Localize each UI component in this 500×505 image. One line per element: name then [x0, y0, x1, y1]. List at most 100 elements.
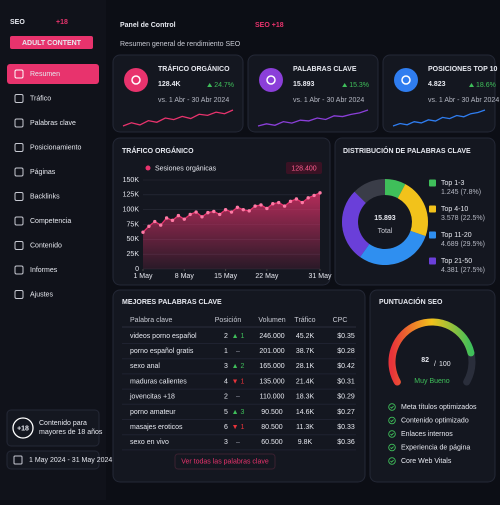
- point: [188, 212, 192, 217]
- table-panel: [112, 289, 366, 483]
- sparkline: [122, 109, 234, 127]
- nav-icon: [14, 265, 24, 275]
- traffic: 14.6K: [296, 409, 315, 416]
- kpi-icon: [124, 68, 148, 92]
- point: [277, 200, 281, 205]
- position: 5: [224, 409, 228, 416]
- cpc: $0.27: [337, 409, 355, 416]
- nav-active[interactable]: [7, 64, 99, 84]
- point: [164, 216, 169, 220]
- last-value-box: [286, 162, 322, 174]
- keyword: videos porno español: [130, 333, 197, 340]
- y-tick-label: 100K: [123, 207, 140, 214]
- point: [294, 197, 299, 201]
- traffic: 18.3K: [296, 394, 315, 401]
- kpi-up-arrow: [342, 83, 348, 87]
- legend-value: 4.381 (27.5%): [441, 267, 485, 274]
- sparkline: [257, 109, 369, 127]
- x-tick-label: 15 May: [214, 273, 237, 280]
- area: [143, 192, 320, 269]
- legend-label: Top 4-10: [441, 206, 468, 213]
- volume: 135.000: [259, 378, 284, 385]
- keyword: porno amateur: [130, 409, 176, 416]
- donut-segment: [397, 184, 429, 237]
- legend-swatch: [429, 231, 436, 239]
- position-change: –: [236, 439, 240, 446]
- cpc: $0.35: [337, 333, 355, 340]
- point: [206, 210, 210, 215]
- point: [229, 210, 234, 214]
- check-item: Contenido optimizado: [401, 417, 469, 424]
- nav-item: Ajustes: [30, 291, 53, 298]
- cpc: $0.29: [337, 394, 355, 401]
- position-change: –: [236, 348, 240, 355]
- traffic: 45.2K: [296, 333, 315, 340]
- kpi-period: vs. 1 Abr - 30 Abr 2024: [158, 97, 229, 104]
- table-header: Tráfico: [294, 317, 315, 324]
- chart-title: TRÁFICO ORGÁNICO: [122, 146, 194, 155]
- point: [147, 224, 151, 228]
- cpc: $0.31: [337, 378, 355, 385]
- legend-label: Top 1-3: [441, 180, 464, 187]
- keyword: sexo anal: [130, 363, 160, 370]
- check-item: Meta títulos optimizados: [401, 404, 477, 411]
- nav-icon: [14, 290, 24, 299]
- traffic: 38.7K: [296, 348, 315, 355]
- point: [241, 207, 245, 212]
- legend-dot: [145, 165, 151, 171]
- position: 1: [224, 348, 228, 355]
- check-mark: [390, 446, 394, 450]
- donut-segment: [342, 191, 370, 258]
- keyword: porno español gratis: [130, 348, 194, 355]
- nav-item: Posicionamiento: [30, 144, 81, 151]
- view-all-button[interactable]: [174, 453, 276, 470]
- volume: 110.000: [260, 394, 285, 401]
- kpi-value: 128.4K: [158, 81, 181, 88]
- kpi-up-arrow: [469, 83, 474, 87]
- badge: [10, 36, 93, 49]
- age-icon: [12, 417, 34, 439]
- point: [300, 200, 304, 205]
- point: [223, 207, 228, 212]
- x-tick-label: 31 May: [309, 273, 332, 280]
- position-change: ▲ 2: [232, 363, 245, 370]
- check-icon: [388, 416, 396, 425]
- check-item: Enlaces internos: [401, 431, 453, 438]
- point: [182, 217, 186, 221]
- view-all-text: Ver todas las palabras clave: [181, 458, 269, 465]
- kpi-value: 15.893: [293, 81, 315, 88]
- nav-item: Informes: [30, 267, 58, 274]
- point: [212, 209, 216, 214]
- point: [259, 203, 263, 207]
- cpc: $0.42: [337, 363, 355, 370]
- position: 4: [224, 378, 228, 385]
- check-mark: [390, 419, 394, 423]
- nav-item: Tráfico: [30, 95, 51, 102]
- position: 2: [224, 394, 228, 401]
- point: [247, 209, 251, 213]
- keyword: maduras calientes: [130, 378, 187, 385]
- volume: 90.500: [261, 409, 283, 416]
- kpi-icon: [394, 68, 418, 92]
- kpi-period: vs. 1 Abr - 30 Abr 2024: [428, 97, 499, 104]
- chart-title: DISTRIBUCIÓN DE PALABRAS CLAVE: [343, 146, 471, 155]
- date-box[interactable]: [6, 450, 100, 470]
- point: [271, 202, 275, 206]
- position-change: ▲ 1: [232, 333, 245, 340]
- kpi-change: 24.7%: [214, 82, 234, 89]
- nav-item: Competencia: [30, 218, 71, 225]
- point: [312, 193, 316, 198]
- traffic: 21.4K: [296, 378, 315, 385]
- position-change: ▼ 1: [232, 378, 245, 385]
- kpi-label: TRÁFICO ORGÁNICO: [158, 64, 230, 73]
- y-tick-label: 75K: [127, 221, 140, 228]
- x-tick-label: 8 May: [175, 273, 195, 280]
- check-icon: [388, 457, 396, 465]
- legend-label: Top 11-20: [441, 232, 472, 239]
- point: [235, 205, 240, 209]
- kpi-label: POSICIONES TOP 10: [428, 66, 497, 73]
- nav-item: Palabras clave: [30, 120, 76, 127]
- logo: SEO: [10, 19, 25, 26]
- y-tick-label: 50K: [127, 236, 140, 243]
- age-note: mayores de 18 años: [39, 429, 103, 436]
